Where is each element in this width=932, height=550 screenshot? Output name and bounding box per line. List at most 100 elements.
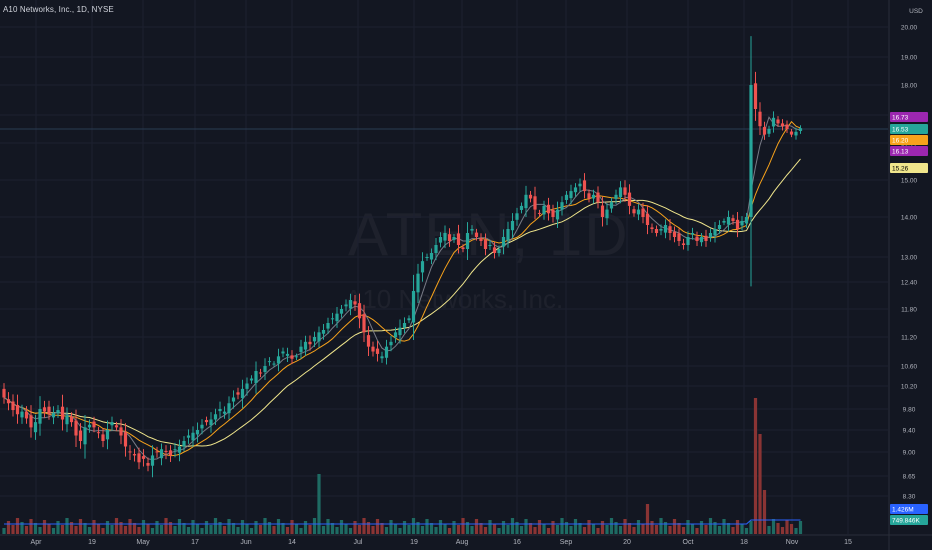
candle-body	[434, 245, 438, 253]
candle-body	[195, 430, 200, 435]
candle-body	[762, 127, 767, 135]
volume-bar	[564, 522, 569, 534]
candle-body	[740, 221, 744, 226]
volume-bar	[2, 528, 6, 534]
price-axis-label: 18.00	[901, 83, 918, 90]
volume-bar	[429, 523, 434, 534]
volume-bar	[101, 528, 105, 534]
volume-bar	[708, 518, 713, 534]
price-badge	[890, 515, 928, 525]
candle-body	[623, 187, 627, 195]
candle-body	[200, 424, 204, 429]
candle-body	[15, 404, 20, 415]
volume-bar	[506, 525, 510, 534]
candle-body	[258, 372, 263, 374]
candle-body	[780, 123, 785, 127]
volume-bar	[380, 523, 384, 534]
volume-bar	[771, 519, 776, 534]
volume-bar	[713, 522, 717, 534]
candle-body	[735, 219, 740, 229]
volume-bar	[141, 520, 146, 534]
volume-bar	[533, 527, 537, 534]
candle-body	[794, 131, 798, 136]
candle-body	[551, 209, 555, 217]
candle-body	[38, 409, 42, 424]
candle-body	[654, 229, 659, 233]
volume-bar	[452, 521, 456, 534]
volume-bar	[114, 518, 119, 534]
time-axis-label: Sep	[560, 539, 573, 546]
volume-bar	[191, 520, 195, 534]
volume-bar	[83, 523, 87, 534]
candle-body	[362, 314, 366, 333]
candle-body	[456, 233, 461, 245]
candle-body	[380, 356, 384, 359]
volume-bar	[690, 524, 695, 534]
time-axis-label: Oct	[683, 539, 694, 546]
price-axis-label: 19.00	[901, 55, 918, 62]
candle-body	[11, 401, 15, 411]
candle-body	[789, 131, 794, 135]
volume-bar	[488, 520, 492, 534]
candle-body	[177, 446, 182, 453]
volume-bar	[348, 528, 353, 534]
volume-bar	[416, 522, 420, 534]
candle-body	[704, 235, 708, 241]
candle-body	[627, 192, 632, 206]
time-axis-label: 19	[410, 539, 418, 546]
price-badge-text: 1.426M	[892, 507, 914, 514]
volume-bar	[537, 520, 542, 534]
volume-bar	[276, 519, 281, 534]
volume-bar	[573, 519, 578, 534]
volume-bar	[407, 525, 411, 534]
volume-bar	[456, 525, 461, 534]
volume-bar	[461, 518, 465, 534]
volume-bar	[510, 518, 515, 534]
volume-bar	[645, 504, 650, 534]
volume-bar	[438, 520, 443, 534]
candle-body	[96, 432, 101, 434]
time-axis-label: Aug	[456, 539, 469, 546]
volume-bar	[443, 524, 447, 534]
volume-bar	[51, 528, 56, 534]
price-badge	[890, 135, 928, 145]
volume-bar	[123, 526, 128, 534]
candle-body	[335, 313, 339, 322]
volume-bar	[33, 523, 38, 534]
candle-body	[101, 434, 105, 441]
candle-body	[609, 202, 614, 209]
candle-body	[182, 441, 186, 447]
volume-bar	[600, 521, 605, 534]
candle-body	[605, 209, 609, 219]
volume-bar	[267, 522, 272, 534]
volume-bar	[254, 521, 258, 534]
candle-body	[209, 419, 213, 426]
price-badge	[890, 146, 928, 156]
volume-bar	[182, 523, 186, 534]
volume-bar	[402, 521, 407, 534]
candle-body	[2, 388, 6, 398]
price-axis-label: 13.00	[901, 255, 918, 262]
candle-body	[587, 193, 591, 199]
volume-bar	[227, 519, 231, 534]
candle-body	[330, 318, 335, 320]
candle-body	[659, 229, 663, 231]
price-badge-text: 16.20	[892, 138, 909, 145]
candle-body	[227, 403, 231, 414]
candle-body	[461, 247, 465, 249]
volume-bar	[321, 526, 326, 534]
volume-bar	[654, 525, 659, 534]
volume-bar	[177, 519, 182, 534]
candle-body	[722, 221, 726, 223]
candle-body	[150, 455, 155, 466]
volume-bar	[128, 519, 132, 534]
volume-bar	[389, 520, 393, 534]
volume-bar	[11, 525, 15, 534]
price-axis-label: 15.00	[901, 178, 918, 185]
volume-bar	[776, 523, 780, 534]
time-axis-label: 20	[623, 539, 631, 546]
price-axis-label: 12.40	[901, 280, 918, 287]
volume-bar	[398, 528, 402, 534]
